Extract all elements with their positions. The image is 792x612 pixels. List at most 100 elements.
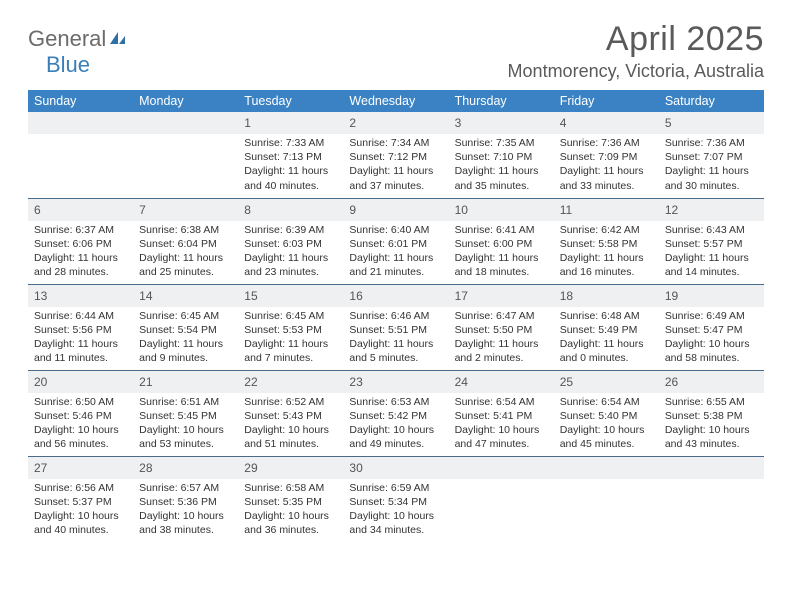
sunrise-text: Sunrise: 6:48 AM — [560, 309, 653, 323]
sunset-text: Sunset: 7:10 PM — [455, 150, 548, 164]
cell-body: Sunrise: 6:56 AMSunset: 5:37 PMDaylight:… — [28, 479, 133, 542]
cell-body: Sunrise: 6:55 AMSunset: 5:38 PMDaylight:… — [659, 393, 764, 456]
sunset-text: Sunset: 5:50 PM — [455, 323, 548, 337]
header-row: General Blue April 2025 Montmorency, Vic… — [28, 20, 764, 82]
calendar-cell — [28, 112, 133, 198]
day-number: 22 — [244, 375, 257, 389]
sunset-text: Sunset: 5:43 PM — [244, 409, 337, 423]
cell-body — [133, 134, 238, 194]
daylight2-text: and 9 minutes. — [139, 351, 232, 365]
weekday-header-row: Sunday Monday Tuesday Wednesday Thursday… — [28, 90, 764, 112]
sunrise-text: Sunrise: 6:56 AM — [34, 481, 127, 495]
weekday-header: Saturday — [659, 90, 764, 112]
sunrise-text: Sunrise: 6:46 AM — [349, 309, 442, 323]
day-number: 14 — [139, 289, 152, 303]
sunrise-text: Sunrise: 6:38 AM — [139, 223, 232, 237]
sunrise-text: Sunrise: 6:51 AM — [139, 395, 232, 409]
cell-body: Sunrise: 7:36 AMSunset: 7:07 PMDaylight:… — [659, 134, 764, 197]
cell-body — [449, 479, 554, 539]
location-text: Montmorency, Victoria, Australia — [508, 61, 764, 82]
daynum-row: 18 — [554, 285, 659, 307]
daylight1-text: Daylight: 11 hours — [560, 337, 653, 351]
daynum-row: 17 — [449, 285, 554, 307]
cell-body: Sunrise: 6:52 AMSunset: 5:43 PMDaylight:… — [238, 393, 343, 456]
daylight1-text: Daylight: 11 hours — [244, 164, 337, 178]
daynum-row: 4 — [554, 112, 659, 134]
logo-text-blue: Blue — [46, 52, 90, 77]
calendar-cell: 8Sunrise: 6:39 AMSunset: 6:03 PMDaylight… — [238, 198, 343, 284]
day-number: 16 — [349, 289, 362, 303]
cell-body: Sunrise: 7:33 AMSunset: 7:13 PMDaylight:… — [238, 134, 343, 197]
daylight2-text: and 40 minutes. — [34, 523, 127, 537]
logo-text-general: General — [28, 26, 106, 51]
sunrise-text: Sunrise: 6:44 AM — [34, 309, 127, 323]
daynum-row: 10 — [449, 199, 554, 221]
daynum-row: 3 — [449, 112, 554, 134]
sunset-text: Sunset: 6:00 PM — [455, 237, 548, 251]
calendar-body: 1Sunrise: 7:33 AMSunset: 7:13 PMDaylight… — [28, 112, 764, 542]
sunrise-text: Sunrise: 6:45 AM — [139, 309, 232, 323]
sunset-text: Sunset: 5:36 PM — [139, 495, 232, 509]
daynum-row: 19 — [659, 285, 764, 307]
daylight2-text: and 36 minutes. — [244, 523, 337, 537]
sunrise-text: Sunrise: 6:54 AM — [560, 395, 653, 409]
sunset-text: Sunset: 5:41 PM — [455, 409, 548, 423]
daylight1-text: Daylight: 11 hours — [244, 337, 337, 351]
daylight1-text: Daylight: 10 hours — [665, 423, 758, 437]
cell-body: Sunrise: 6:45 AMSunset: 5:54 PMDaylight:… — [133, 307, 238, 370]
day-number: 4 — [560, 116, 567, 130]
daynum-row — [133, 112, 238, 134]
cell-body — [28, 134, 133, 194]
daylight2-text: and 21 minutes. — [349, 265, 442, 279]
calendar-cell: 20Sunrise: 6:50 AMSunset: 5:46 PMDayligh… — [28, 370, 133, 456]
daylight2-text: and 28 minutes. — [34, 265, 127, 279]
cell-body: Sunrise: 6:54 AMSunset: 5:41 PMDaylight:… — [449, 393, 554, 456]
daylight2-text: and 23 minutes. — [244, 265, 337, 279]
daylight2-text: and 30 minutes. — [665, 179, 758, 193]
sunrise-text: Sunrise: 7:35 AM — [455, 136, 548, 150]
cell-body: Sunrise: 6:58 AMSunset: 5:35 PMDaylight:… — [238, 479, 343, 542]
calendar-cell: 28Sunrise: 6:57 AMSunset: 5:36 PMDayligh… — [133, 456, 238, 542]
day-number: 27 — [34, 461, 47, 475]
calendar-cell: 4Sunrise: 7:36 AMSunset: 7:09 PMDaylight… — [554, 112, 659, 198]
sunset-text: Sunset: 7:09 PM — [560, 150, 653, 164]
day-number: 13 — [34, 289, 47, 303]
daylight1-text: Daylight: 10 hours — [139, 509, 232, 523]
calendar-row: 13Sunrise: 6:44 AMSunset: 5:56 PMDayligh… — [28, 284, 764, 370]
sunrise-text: Sunrise: 6:52 AM — [244, 395, 337, 409]
sunset-text: Sunset: 5:34 PM — [349, 495, 442, 509]
daylight2-text: and 18 minutes. — [455, 265, 548, 279]
cell-body — [659, 479, 764, 539]
sunrise-text: Sunrise: 6:41 AM — [455, 223, 548, 237]
sunset-text: Sunset: 6:03 PM — [244, 237, 337, 251]
daynum-row: 16 — [343, 285, 448, 307]
day-number: 10 — [455, 203, 468, 217]
daylight1-text: Daylight: 11 hours — [349, 164, 442, 178]
day-number: 11 — [560, 203, 572, 217]
day-number: 21 — [139, 375, 152, 389]
sunset-text: Sunset: 5:54 PM — [139, 323, 232, 337]
sunrise-text: Sunrise: 7:33 AM — [244, 136, 337, 150]
daynum-row: 9 — [343, 199, 448, 221]
daylight1-text: Daylight: 11 hours — [244, 251, 337, 265]
daynum-row: 29 — [238, 457, 343, 479]
daynum-row: 28 — [133, 457, 238, 479]
daylight2-text: and 14 minutes. — [665, 265, 758, 279]
daylight1-text: Daylight: 11 hours — [560, 251, 653, 265]
sunset-text: Sunset: 5:53 PM — [244, 323, 337, 337]
calendar-cell: 6Sunrise: 6:37 AMSunset: 6:06 PMDaylight… — [28, 198, 133, 284]
daynum-row: 27 — [28, 457, 133, 479]
sunset-text: Sunset: 7:12 PM — [349, 150, 442, 164]
daylight1-text: Daylight: 11 hours — [349, 251, 442, 265]
day-number: 28 — [139, 461, 152, 475]
logo-sail-icon — [108, 30, 128, 51]
daylight2-text: and 40 minutes. — [244, 179, 337, 193]
sunrise-text: Sunrise: 7:34 AM — [349, 136, 442, 150]
calendar-row: 20Sunrise: 6:50 AMSunset: 5:46 PMDayligh… — [28, 370, 764, 456]
daylight2-text: and 43 minutes. — [665, 437, 758, 451]
sunset-text: Sunset: 5:35 PM — [244, 495, 337, 509]
daynum-row: 12 — [659, 199, 764, 221]
daylight2-text: and 56 minutes. — [34, 437, 127, 451]
sunset-text: Sunset: 5:57 PM — [665, 237, 758, 251]
sunrise-text: Sunrise: 6:54 AM — [455, 395, 548, 409]
